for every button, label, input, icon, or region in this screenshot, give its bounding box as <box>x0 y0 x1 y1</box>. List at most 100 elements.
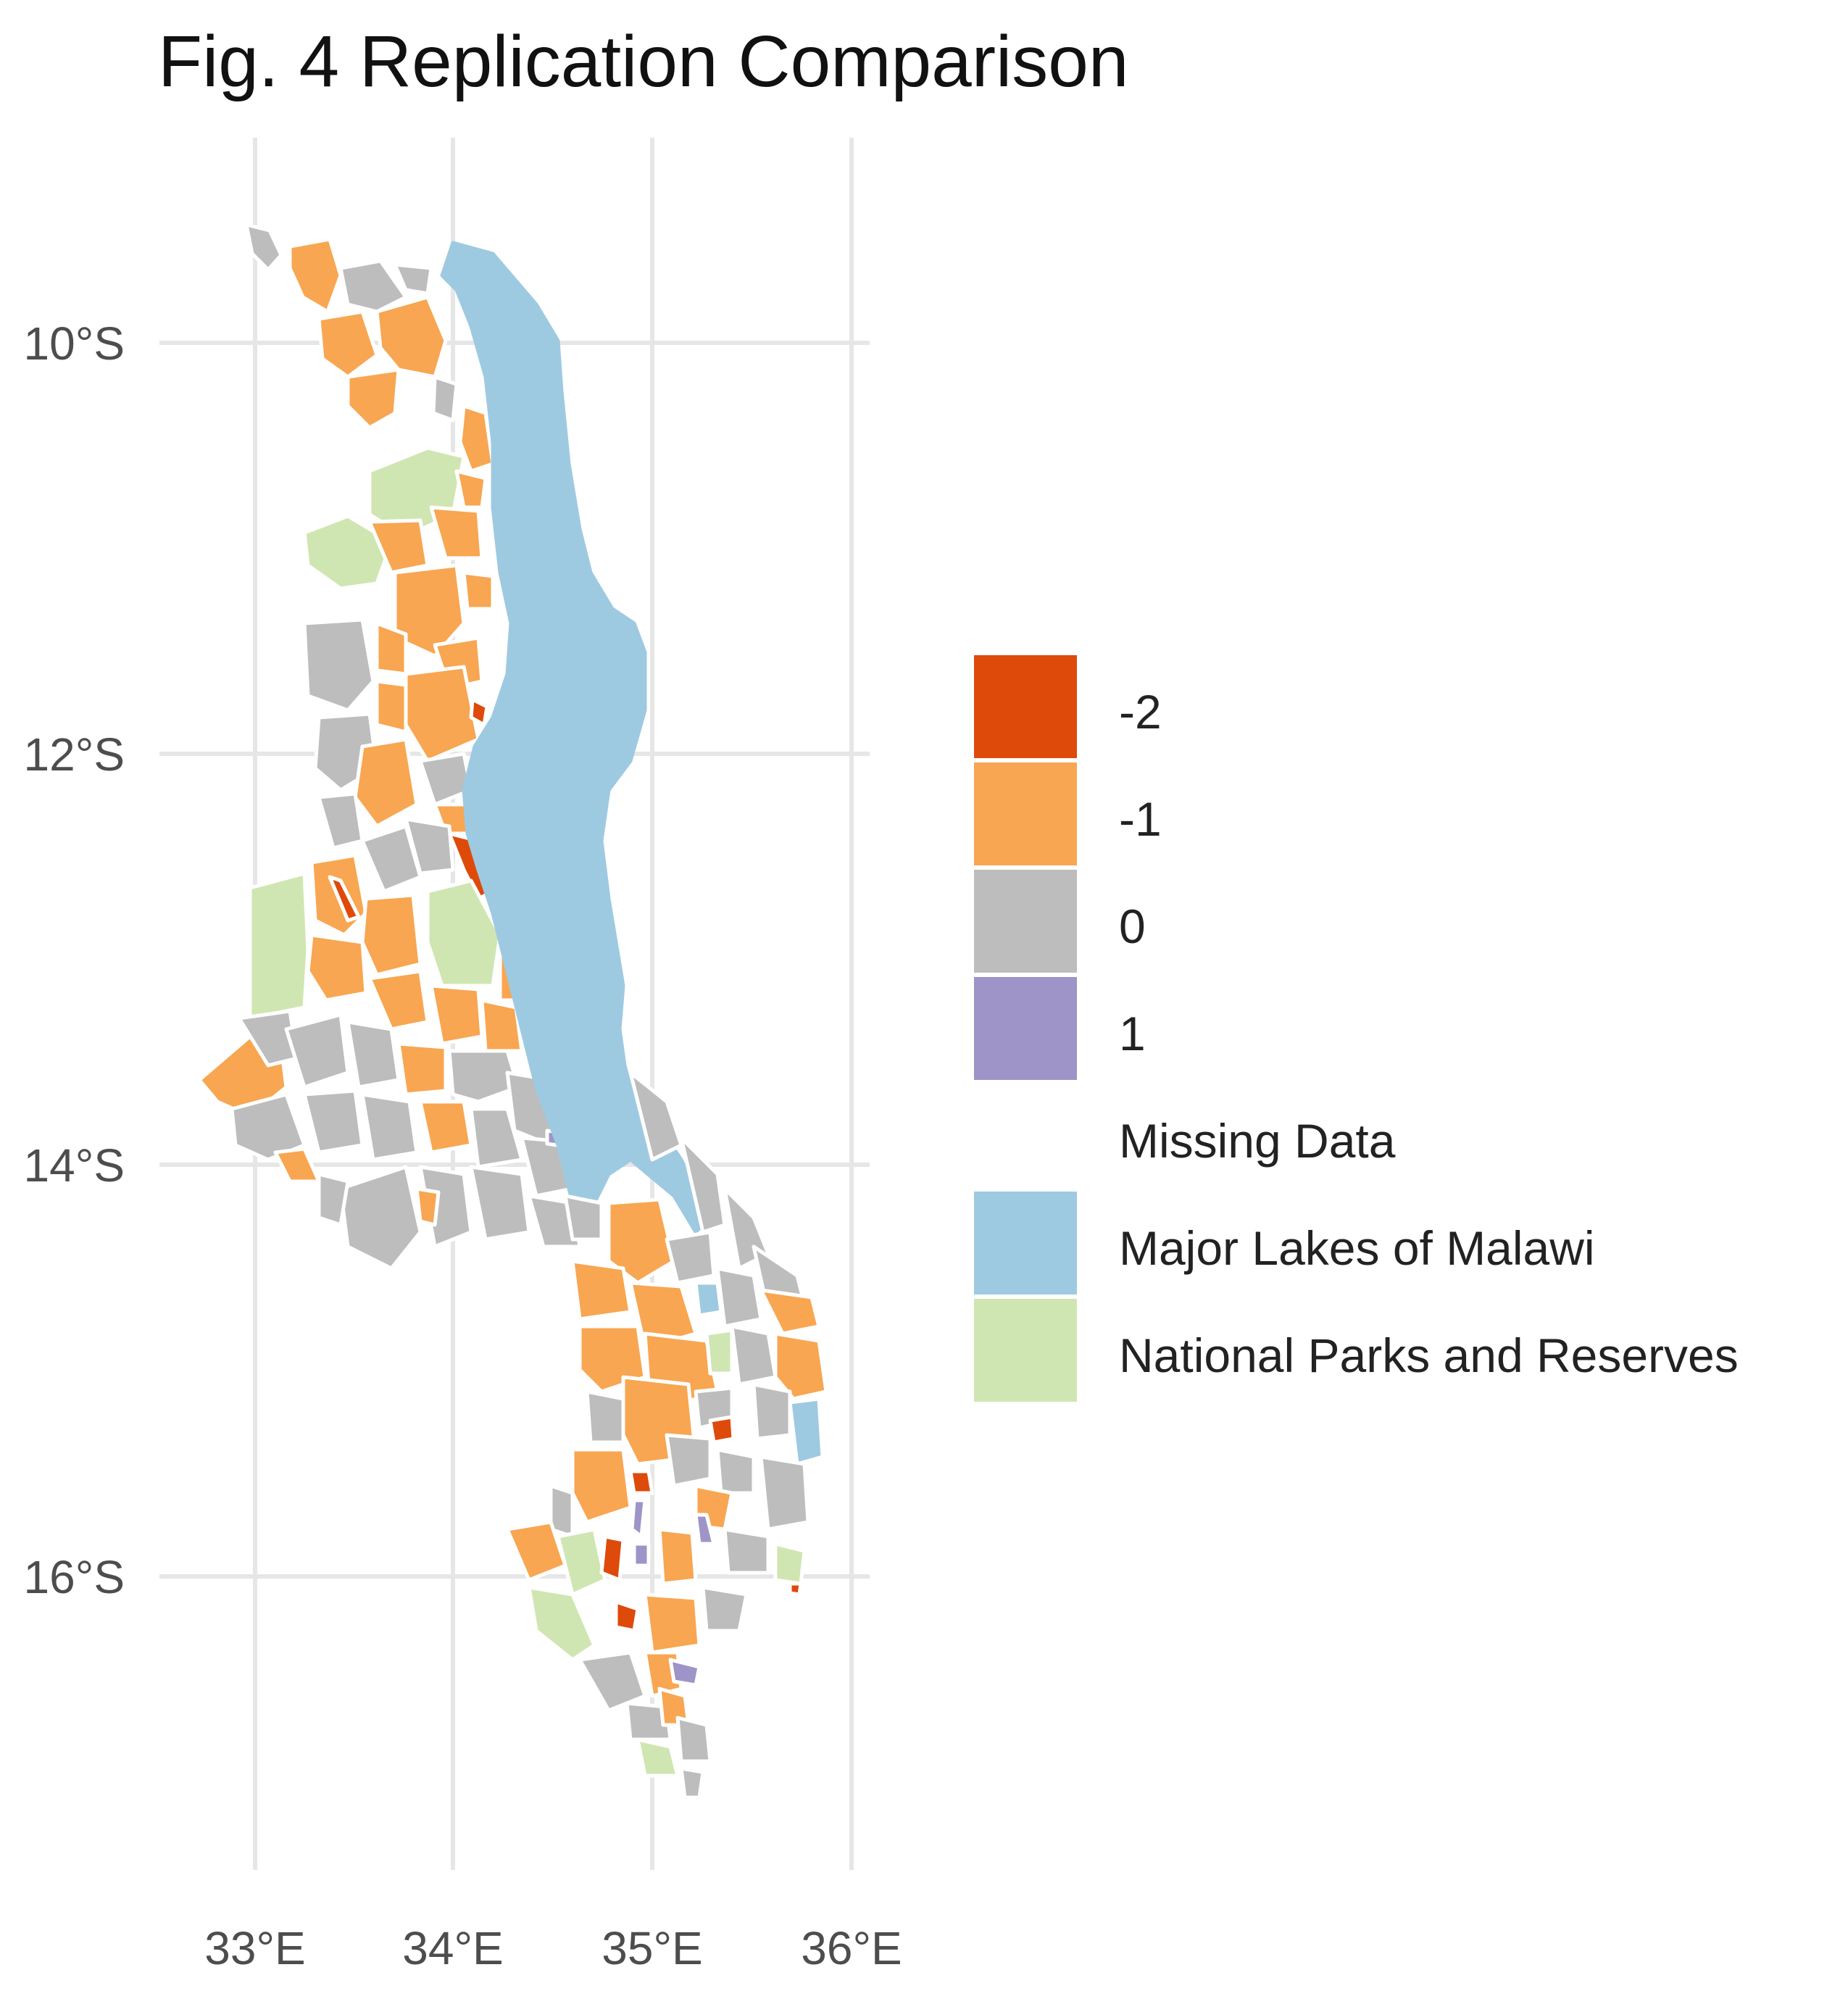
legend-label: Major Lakes of Malawi <box>1119 1221 1595 1275</box>
chart-title: Fig. 4 Replication Comparison <box>158 21 1129 102</box>
legend-swatch <box>974 655 1077 758</box>
district <box>665 1433 712 1488</box>
x-tick-label: 36°E <box>801 1922 902 1974</box>
district <box>788 1581 803 1597</box>
district <box>273 1147 321 1184</box>
district <box>396 1042 448 1097</box>
district <box>404 665 480 763</box>
district <box>302 618 375 712</box>
district <box>338 1165 423 1271</box>
district <box>730 1324 778 1387</box>
district <box>418 1099 473 1155</box>
legend-label: Missing Data <box>1119 1114 1396 1168</box>
legend-swatch <box>974 977 1077 1080</box>
district <box>447 1049 520 1104</box>
legend-item-major-lakes: Major Lakes of Malawi <box>974 1192 1807 1299</box>
malawi-map <box>197 223 828 1800</box>
x-tick-label: 33°E <box>204 1922 305 1974</box>
district <box>694 1513 716 1546</box>
legend-swatch <box>974 762 1077 865</box>
district <box>668 1658 702 1687</box>
district <box>346 367 401 430</box>
x-tick-label: 34°E <box>402 1922 503 1974</box>
legend-label: 0 <box>1119 899 1146 953</box>
district <box>302 1089 365 1155</box>
district <box>375 679 408 734</box>
district <box>415 1186 441 1227</box>
district <box>244 223 283 272</box>
legend-swatch <box>974 1192 1077 1294</box>
legend-swatch <box>974 1299 1077 1402</box>
district <box>675 1716 712 1763</box>
district <box>454 469 488 510</box>
legend-item-national-parks: National Parks and Reserves <box>974 1299 1807 1406</box>
park <box>556 1527 607 1597</box>
legend-item-minus-2: -2 <box>974 655 1807 762</box>
district <box>375 621 408 676</box>
district <box>317 1172 350 1227</box>
district <box>360 824 423 894</box>
district <box>458 404 495 473</box>
district <box>643 1592 702 1655</box>
district <box>462 570 495 611</box>
district <box>585 1389 625 1444</box>
district <box>563 1194 604 1242</box>
district <box>469 1107 524 1169</box>
district <box>367 969 430 1031</box>
x-axis: 33°E 34°E 35°E 36°E <box>204 1922 902 1974</box>
district <box>393 563 466 658</box>
district <box>469 1165 531 1242</box>
district <box>570 1447 633 1524</box>
district <box>599 1534 625 1582</box>
district <box>360 893 423 977</box>
district <box>607 1197 676 1285</box>
legend-label: National Parks and Reserves <box>1119 1329 1739 1382</box>
legend-item-0: 0 <box>974 870 1807 977</box>
district <box>630 1498 647 1539</box>
district <box>317 309 379 379</box>
lake-chilwa <box>788 1397 825 1466</box>
district <box>393 262 433 296</box>
park <box>773 1542 807 1586</box>
park <box>636 1737 680 1778</box>
district <box>284 1013 350 1089</box>
district <box>708 1415 736 1444</box>
legend-item-missing-data: Missing Data <box>974 1084 1807 1192</box>
district <box>328 875 361 923</box>
district <box>429 505 484 560</box>
lake-malawi <box>440 241 712 1234</box>
park <box>527 1585 596 1662</box>
district <box>773 1331 828 1401</box>
district <box>431 375 459 423</box>
legend-label: -2 <box>1119 685 1162 739</box>
park <box>425 878 502 988</box>
district <box>360 1092 419 1162</box>
district <box>404 817 455 876</box>
park <box>248 871 310 1020</box>
district <box>353 737 419 828</box>
district <box>701 1585 749 1633</box>
district <box>715 1447 756 1495</box>
district <box>723 1527 770 1575</box>
district <box>306 933 368 1002</box>
lake <box>694 1281 723 1318</box>
district <box>632 1542 651 1568</box>
district <box>614 1600 640 1633</box>
legend-item-1: 1 <box>974 977 1807 1084</box>
y-tick-label: 16°S <box>24 1551 125 1603</box>
district <box>665 1230 716 1285</box>
legend-swatch <box>974 870 1077 973</box>
district <box>628 1469 654 1495</box>
district <box>317 791 365 850</box>
district <box>429 984 484 1046</box>
district <box>570 1259 633 1321</box>
y-axis: 10°S 12°S 14°S 16°S <box>24 317 125 1603</box>
district <box>752 1382 792 1441</box>
legend-label: 1 <box>1119 1007 1146 1060</box>
district <box>338 259 408 314</box>
district <box>628 1281 698 1350</box>
district <box>480 998 524 1053</box>
district <box>346 1020 401 1089</box>
park <box>704 1328 734 1376</box>
